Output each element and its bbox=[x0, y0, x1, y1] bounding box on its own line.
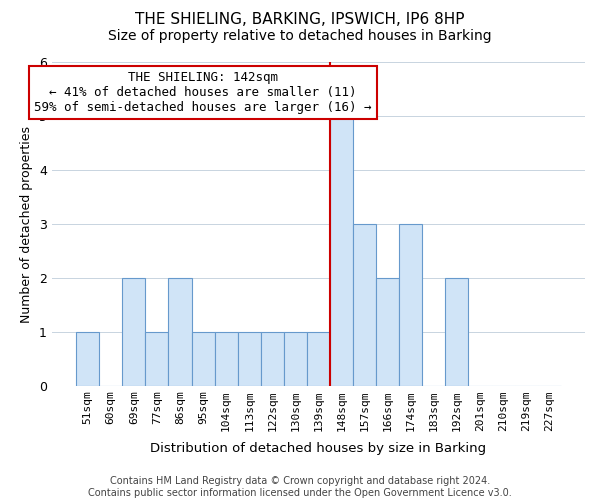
Bar bbox=[284, 332, 307, 386]
Bar bbox=[445, 278, 469, 386]
Bar bbox=[145, 332, 169, 386]
Text: Contains HM Land Registry data © Crown copyright and database right 2024.
Contai: Contains HM Land Registry data © Crown c… bbox=[88, 476, 512, 498]
Bar bbox=[330, 116, 353, 386]
Text: Size of property relative to detached houses in Barking: Size of property relative to detached ho… bbox=[108, 29, 492, 43]
Bar bbox=[215, 332, 238, 386]
Bar bbox=[399, 224, 422, 386]
Y-axis label: Number of detached properties: Number of detached properties bbox=[20, 126, 34, 322]
Text: THE SHIELING: 142sqm
← 41% of detached houses are smaller (11)
59% of semi-detac: THE SHIELING: 142sqm ← 41% of detached h… bbox=[34, 70, 372, 114]
Bar bbox=[307, 332, 330, 386]
Bar bbox=[261, 332, 284, 386]
Bar bbox=[238, 332, 261, 386]
Text: THE SHIELING, BARKING, IPSWICH, IP6 8HP: THE SHIELING, BARKING, IPSWICH, IP6 8HP bbox=[135, 12, 465, 28]
Bar bbox=[169, 278, 191, 386]
Bar bbox=[353, 224, 376, 386]
Bar bbox=[191, 332, 215, 386]
Bar bbox=[76, 332, 99, 386]
X-axis label: Distribution of detached houses by size in Barking: Distribution of detached houses by size … bbox=[151, 442, 487, 455]
Bar bbox=[122, 278, 145, 386]
Bar bbox=[376, 278, 399, 386]
